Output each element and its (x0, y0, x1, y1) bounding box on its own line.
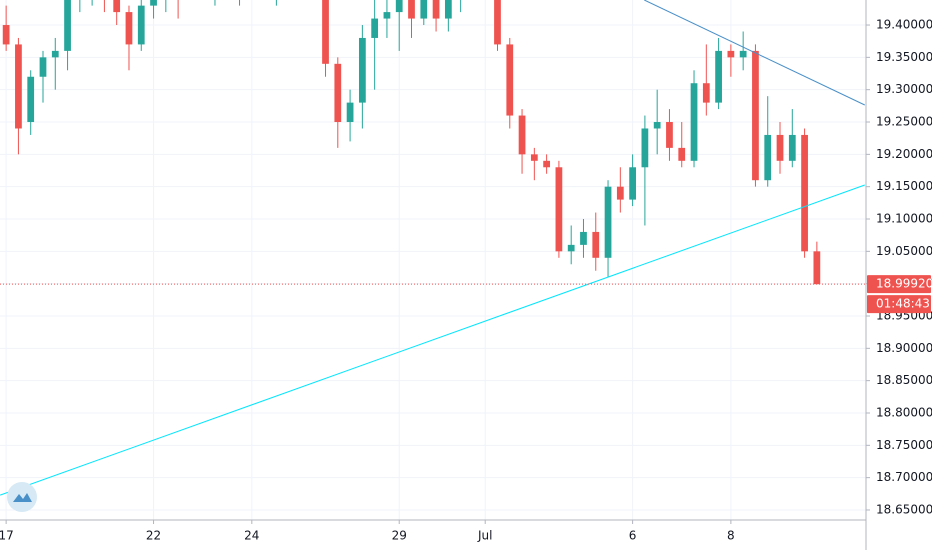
y-tick-label: 19.10000 (876, 212, 932, 226)
candle-body (604, 186, 612, 258)
candle-body (776, 134, 784, 161)
x-tick-label: 17 (0, 529, 14, 543)
y-tick-label: 18.85000 (876, 373, 932, 387)
candle-body (334, 63, 342, 123)
candle-body (752, 50, 759, 181)
y-tick-label: 19.15000 (876, 179, 932, 193)
candle-body (727, 50, 735, 58)
y-tick-label: 19.20000 (876, 147, 932, 161)
candle-body (408, 0, 415, 19)
candle-body (666, 122, 673, 148)
candle-body (39, 57, 47, 77)
last-price-label: 18.99920 (876, 277, 932, 291)
y-tick-label: 19.25000 (876, 115, 932, 129)
x-tick-label: 8 (727, 529, 735, 543)
candle-body (346, 102, 354, 123)
candle-body (15, 44, 22, 129)
logo (7, 482, 37, 512)
candle-body (739, 50, 747, 58)
x-tick-label: 6 (629, 529, 637, 543)
countdown-label: 01:48:43 (876, 297, 930, 311)
trend-line (0, 184, 865, 496)
candle-body (555, 167, 563, 252)
candle-body (51, 50, 59, 58)
candle-body (444, 0, 452, 19)
candle-body (702, 83, 710, 103)
y-tick-label: 19.40000 (876, 18, 932, 32)
candle-body (764, 134, 772, 181)
candle-body (813, 251, 821, 285)
candle-body (150, 0, 157, 6)
x-tick-label: Jul (477, 529, 492, 543)
y-tick-label: 18.90000 (876, 341, 932, 355)
x-tick-label: 29 (392, 529, 407, 543)
candle-body (567, 244, 575, 252)
candle-body (801, 134, 808, 252)
candle-body (641, 128, 649, 168)
y-tick-label: 18.80000 (876, 405, 932, 419)
y-tick-label: 18.70000 (876, 470, 932, 484)
candle-body (322, 0, 329, 64)
x-tick-label: 22 (146, 529, 161, 543)
candle-body (690, 83, 698, 161)
candle-body (616, 186, 624, 200)
candle-body (518, 115, 526, 155)
candle-body (653, 122, 661, 129)
candle-body (506, 44, 514, 116)
candle-body (137, 5, 145, 45)
candle-body (580, 231, 587, 245)
y-tick-label: 18.75000 (876, 438, 932, 452)
y-tick-label: 19.05000 (876, 244, 932, 258)
candle-body (715, 50, 722, 103)
candle-body (358, 37, 366, 103)
candle-body (371, 18, 379, 38)
y-tick-label: 19.35000 (876, 50, 932, 64)
candle-body (678, 147, 686, 161)
x-tick-label: 24 (244, 529, 259, 543)
candle-body (432, 0, 440, 19)
candle-body (420, 0, 428, 19)
trend-line (644, 0, 865, 106)
candle-body (494, 0, 501, 45)
candle-body (592, 231, 600, 258)
candle-body (530, 154, 538, 161)
plot-area (0, 0, 866, 496)
axes: 18.65000 18.70000 18.75000 18.80000 18.85000… (0, 18, 932, 543)
candle-body (788, 134, 796, 161)
candle-body (64, 0, 71, 51)
candle-body (383, 12, 391, 19)
candle-body (2, 25, 10, 45)
last-price-box (867, 275, 931, 294)
candle-body (113, 0, 121, 13)
candle-body (125, 12, 133, 45)
y-tick-label: 18.65000 (876, 502, 932, 516)
candle-body (395, 0, 403, 13)
candle-body (543, 160, 551, 168)
candle-body (27, 76, 35, 123)
candle-body (629, 167, 636, 200)
countdown-box (867, 295, 931, 314)
y-tick-label: 19.30000 (876, 82, 932, 96)
